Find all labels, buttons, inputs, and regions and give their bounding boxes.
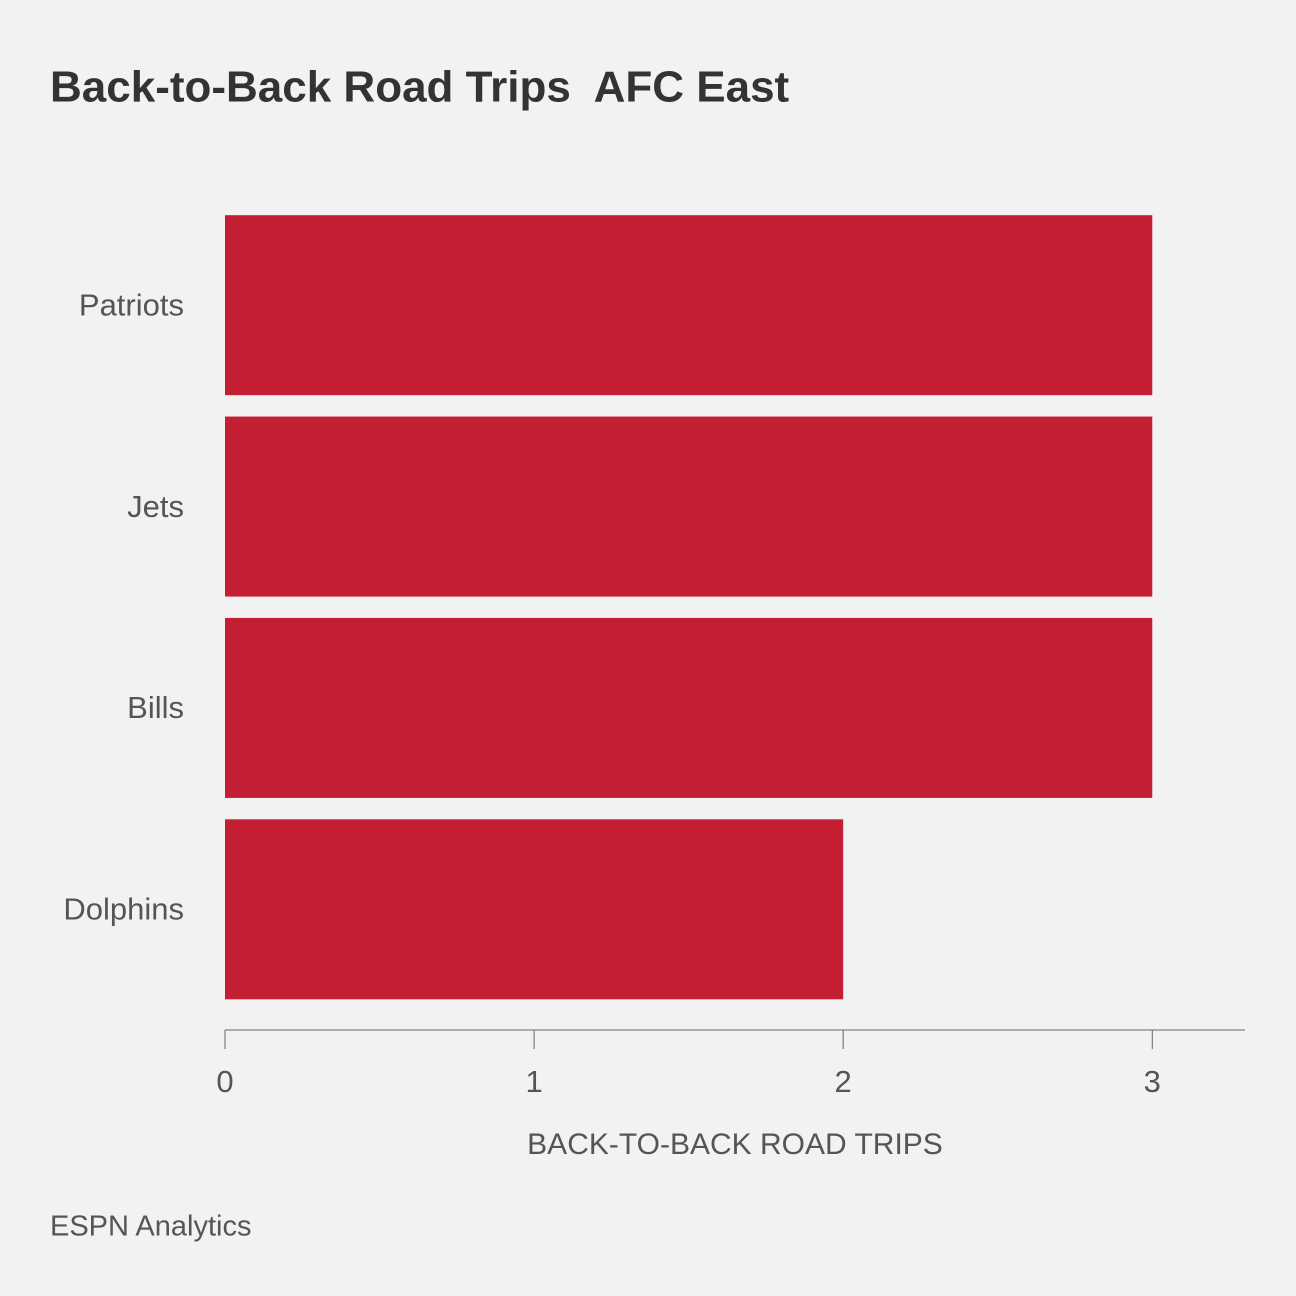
y-tick-label: Dolphins <box>63 892 184 927</box>
bar <box>225 819 844 1000</box>
chart-title: Back-to-Back Road Trips AFC East <box>50 63 790 112</box>
x-tick-label: 3 <box>1144 1064 1161 1099</box>
x-tick-label: 0 <box>216 1064 233 1099</box>
y-tick-label: Patriots <box>79 287 184 322</box>
bar <box>225 215 1153 396</box>
x-axis-label: BACK-TO-BACK ROAD TRIPS <box>527 1128 943 1161</box>
y-tick-label: Jets <box>127 489 184 524</box>
source: ESPN Analytics <box>50 1211 251 1243</box>
bar <box>225 617 1153 798</box>
y-tick-label: Bills <box>127 690 184 725</box>
x-tick-label: 1 <box>525 1064 542 1099</box>
bar <box>225 416 1153 597</box>
x-tick-label: 2 <box>835 1064 852 1099</box>
